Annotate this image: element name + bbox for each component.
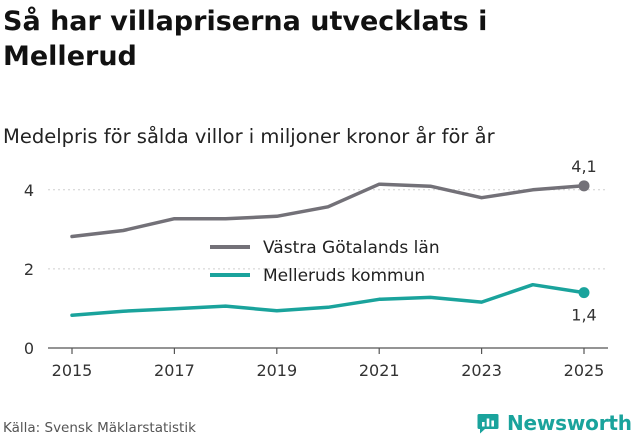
y-tick-label: 2 [24,260,34,279]
x-tick-label: 2015 [52,361,93,380]
end-marker-region [578,180,590,192]
end-marker-municipality [578,287,590,299]
newsworthy-logo: Newsworthy [476,408,631,438]
legend-label: Västra Götalands län [263,238,440,258]
chart-subtitle: Medelpris för sålda villor i miljoner kr… [3,125,495,148]
end-label-municipality: 1,4 [571,306,596,325]
source-note: Källa: Svensk Mäklarstatistik [3,420,196,436]
y-tick-label: 4 [24,181,34,200]
series-line-municipality [70,282,586,317]
y-tick-label: 0 [24,339,34,358]
end-label-region: 4,1 [571,157,596,176]
brand-name: Newsworthy [507,411,631,435]
series-line-region [70,182,586,239]
x-tick-label: 2019 [256,361,297,380]
x-tick-label: 2021 [359,361,400,380]
legend-label: Melleruds kommun [263,266,425,286]
x-tick-label: 2023 [461,361,502,380]
x-tick-label: 2025 [564,361,605,380]
newsworthy-chart-icon [477,414,499,434]
chart-title: Så har villapriserna utvecklats i Meller… [3,6,488,72]
x-tick-label: 2017 [154,361,195,380]
